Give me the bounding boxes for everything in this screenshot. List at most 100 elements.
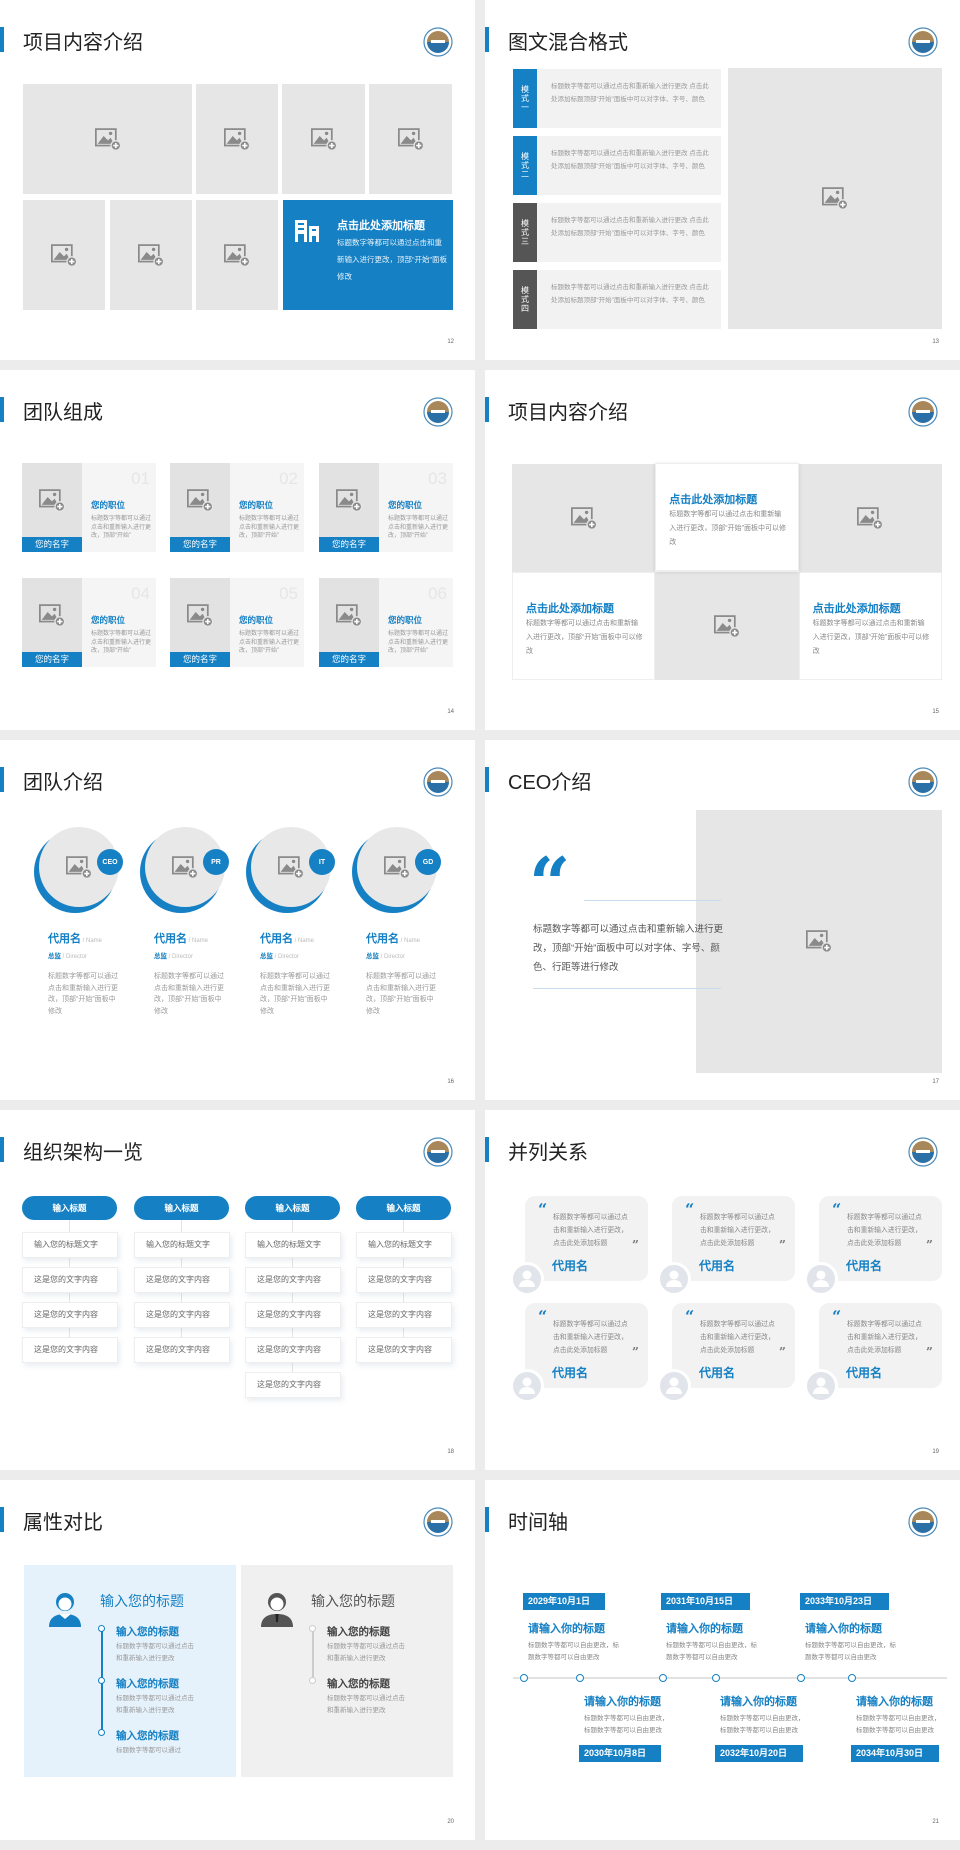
image-placeholder[interactable] <box>696 810 942 1073</box>
image-placeholder[interactable] <box>655 572 799 680</box>
org-item-box[interactable]: 这是您的文字内容 <box>22 1337 118 1363</box>
quote-card[interactable]: “ 标题数字等都可以通过点击和重新输入进行更改，点击此处添加标题 ” 代用名 <box>672 1196 795 1281</box>
text-block[interactable]: 点击此处添加标题 标题数字等都可以通过点击和重新输入进行更改，顶部“开始”面板中可… <box>512 572 656 680</box>
position-text: 标题数字等都可以通过点击和重新输入进行更改，顶部“开始” <box>239 516 300 539</box>
module-row[interactable]: 模式四 标题数字等都可以通过点击和重新输入进行更改 点击此处添加标题顶部“开始”面… <box>513 270 721 329</box>
timeline-node <box>711 1673 720 1682</box>
module-row[interactable]: 模式二 标题数字等都可以通过点击和重新输入进行更改 点击此处添加标题顶部“开始”面… <box>513 136 721 195</box>
image-add-icon <box>806 930 832 953</box>
image-placeholder[interactable] <box>728 68 942 329</box>
position-title: 您的职位 <box>91 500 126 510</box>
timeline-dot <box>98 1625 105 1632</box>
event-date-badge: 2030年10月8日 <box>579 1745 661 1762</box>
image-placeholder[interactable] <box>196 200 278 310</box>
org-header-pill[interactable]: 输入标题 <box>22 1196 117 1220</box>
text-block[interactable]: 点击此处添加标题 标题数字等都可以通过点击和重新输入进行更改，顶部“开始”面板中可… <box>798 572 942 680</box>
module-tab: 模式二 <box>513 136 537 195</box>
org-item-box[interactable]: 这是您的文字内容 <box>245 1302 341 1328</box>
card-number: 06 <box>428 584 447 603</box>
card-text: 标题数字等都可以通过点击和重新输入进行更改，点击此处添加标题 <box>847 1214 922 1247</box>
module-text: 标题数字等都可以通过点击和重新输入进行更改 点击此处添加标题顶部“开始”面板中可… <box>551 83 709 103</box>
org-item-box[interactable]: 这是您的文字内容 <box>22 1267 118 1293</box>
slide-19: 并列关系 19 “ 标题数字等都可以通过点击和重新输入进行更改，点击此处添加标题 ” 代用… <box>485 1110 960 1470</box>
position-title: 您的职位 <box>388 615 423 625</box>
event-date-badge: 2029年10月1日 <box>523 1593 605 1610</box>
org-item-box[interactable]: 这是您的文字内容 <box>356 1337 452 1363</box>
card-number: 05 <box>279 584 298 603</box>
page-number: 16 <box>447 1079 454 1085</box>
timeline-node <box>847 1673 856 1682</box>
image-placeholder[interactable] <box>798 464 942 572</box>
quote-card[interactable]: “ 标题数字等都可以通过点击和重新输入进行更改，点击此处添加标题 ” 代用名 <box>819 1303 942 1388</box>
org-item-box[interactable]: 输入您的标题文字 <box>356 1232 452 1258</box>
team-card[interactable]: 您的名字 02 您的职位 标题数字等都可以通过点击和重新输入进行更改，顶部“开始” <box>170 463 304 552</box>
feature-title: 点击此处添加标题 <box>337 220 425 232</box>
module-tab: 模式四 <box>513 270 537 329</box>
org-item-box[interactable]: 这是您的文字内容 <box>245 1267 341 1293</box>
image-add-icon <box>397 127 424 151</box>
card-text: 标题数字等都可以通过点击和重新输入进行更改，点击此处添加标题 <box>700 1214 775 1247</box>
org-item-box[interactable]: 这是您的文字内容 <box>134 1267 230 1293</box>
org-item-box[interactable]: 这是您的文字内容 <box>245 1337 341 1363</box>
card-name: 代用名 <box>846 1366 883 1380</box>
image-placeholder[interactable] <box>282 84 365 194</box>
org-item-box[interactable]: 输入您的标题文字 <box>22 1232 118 1258</box>
quote-card[interactable]: “ 标题数字等都可以通过点击和重新输入进行更改，点击此处添加标题 ” 代用名 <box>672 1303 795 1388</box>
team-card[interactable]: 您的名字 04 您的职位 标题数字等都可以通过点击和重新输入进行更改，顶部“开始” <box>22 578 156 667</box>
feature-card[interactable]: 点击此处添加标题 标题数字等都可以通过点击和重新输入进行更改，顶部“开始”面板修改 <box>283 200 453 310</box>
event-date-badge: 2034年10月30日 <box>851 1745 939 1762</box>
slide-18: 组织架构一览 18 输入标题 输入您的标题文字 这是您的文字内容 这是您的文字内容 这是您的… <box>0 1110 475 1470</box>
item-heading: 输入您的标题 <box>116 1626 179 1638</box>
position-title: 您的职位 <box>91 615 126 625</box>
team-card[interactable]: 您的名字 05 您的职位 标题数字等都可以通过点击和重新输入进行更改，顶部“开始” <box>170 578 304 667</box>
timeline-dot <box>309 1677 316 1684</box>
event-text: 标题数字等都可以自由更改，标题数字等都可以自由更改 <box>528 1642 619 1661</box>
role-badge: GD <box>415 849 441 875</box>
org-item-box[interactable]: 这是您的文字内容 <box>134 1337 230 1363</box>
quote-card[interactable]: “ 标题数字等都可以通过点击和重新输入进行更改，点击此处添加标题 ” 代用名 <box>819 1196 942 1281</box>
name-bar: 您的名字 <box>22 652 82 667</box>
event-date-badge: 2033年10月23日 <box>800 1593 889 1610</box>
team-card[interactable]: 您的名字 06 您的职位 标题数字等都可以通过点击和重新输入进行更改，顶部“开始” <box>319 578 453 667</box>
image-placeholder[interactable] <box>23 84 192 194</box>
image-placeholder[interactable] <box>196 84 278 194</box>
module-row[interactable]: 模式一 标题数字等都可以通过点击和重新输入进行更改 点击此处添加标题顶部“开始”面… <box>513 69 721 128</box>
org-item-box[interactable]: 输入您的标题文字 <box>134 1232 230 1258</box>
org-item-box[interactable]: 输入您的标题文字 <box>245 1232 341 1258</box>
title-accent-bar <box>485 1137 489 1162</box>
org-item-box[interactable]: 这是您的文字内容 <box>356 1267 452 1293</box>
org-header-pill[interactable]: 输入标题 <box>356 1196 451 1220</box>
position-title: 您的职位 <box>388 500 423 510</box>
timeline-axis <box>513 1677 947 1679</box>
text-block[interactable]: 点击此处添加标题 标题数字等都可以通过点击和重新输入进行更改，顶部“开始”面板中可… <box>655 463 799 571</box>
member-role-line: 总监 / Director <box>154 945 193 963</box>
image-placeholder[interactable] <box>512 464 656 572</box>
team-card[interactable]: 您的名字 01 您的职位 标题数字等都可以通过点击和重新输入进行更改，顶部“开始” <box>22 463 156 552</box>
position-text: 标题数字等都可以通过点击和重新输入进行更改，顶部“开始” <box>388 631 449 654</box>
org-item-box[interactable]: 这是您的文字内容 <box>22 1302 118 1328</box>
quote-card[interactable]: “ 标题数字等都可以通过点击和重新输入进行更改，点击此处添加标题 ” 代用名 <box>525 1196 648 1281</box>
quote-card[interactable]: “ 标题数字等都可以通过点击和重新输入进行更改，点击此处添加标题 ” 代用名 <box>525 1303 648 1388</box>
member-name-en: / Name <box>399 938 421 944</box>
org-item-box[interactable]: 这是您的文字内容 <box>134 1302 230 1328</box>
image-add-icon <box>51 243 77 267</box>
image-placeholder[interactable] <box>110 200 192 310</box>
org-item-box[interactable]: 这是您的文字内容 <box>245 1372 341 1398</box>
module-row[interactable]: 模式三 标题数字等都可以通过点击和重新输入进行更改 点击此处添加标题顶部“开始”面… <box>513 203 721 262</box>
image-placeholder[interactable] <box>23 200 105 310</box>
image-placeholder[interactable] <box>39 827 119 907</box>
divider-bottom <box>533 988 721 989</box>
position-title: 您的职位 <box>239 615 274 625</box>
org-header-pill[interactable]: 输入标题 <box>245 1196 340 1220</box>
divider-top <box>584 900 721 901</box>
slide-16: 团队介绍 16 CEO 代用名 / Name 总监 / Director 标题数字等都可以… <box>0 740 475 1100</box>
org-item-box[interactable]: 这是您的文字内容 <box>356 1302 452 1328</box>
module-text-box: 标题数字等都可以通过点击和重新输入进行更改 点击此处添加标题顶部“开始”面板中可… <box>537 203 721 262</box>
org-header-pill[interactable]: 输入标题 <box>134 1196 229 1220</box>
image-placeholder[interactable] <box>369 84 452 194</box>
member-role-en: / Director <box>379 954 406 960</box>
card-name: 代用名 <box>699 1259 736 1273</box>
team-card[interactable]: 您的名字 03 您的职位 标题数字等都可以通过点击和重新输入进行更改，顶部“开始” <box>319 463 453 552</box>
university-seal-logo <box>423 1137 453 1167</box>
module-text-box: 标题数字等都可以通过点击和重新输入进行更改 点击此处添加标题顶部“开始”面板中可… <box>537 136 721 195</box>
